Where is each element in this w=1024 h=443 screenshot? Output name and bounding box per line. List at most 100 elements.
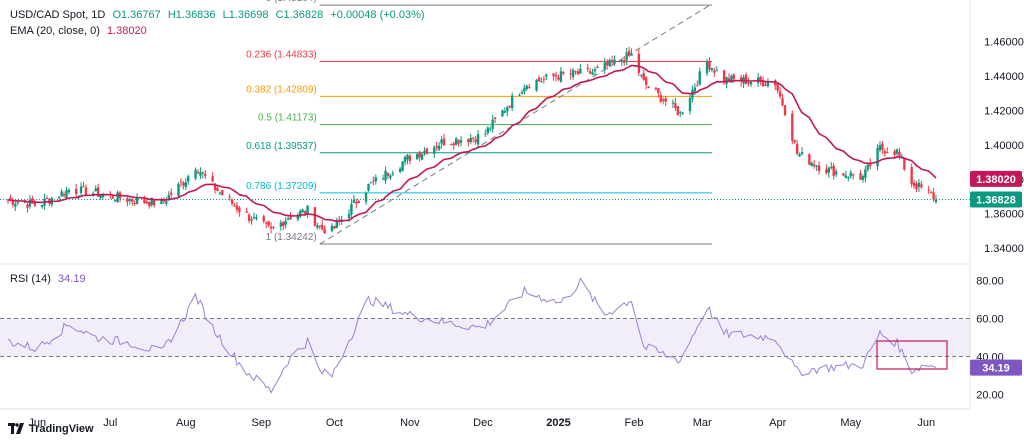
candle-body [145,201,149,204]
candle-body [623,60,626,63]
candle-body [303,211,307,214]
candle-body [148,202,151,207]
candle-body [523,87,526,92]
candle-body [525,85,528,90]
candle-body [644,77,648,85]
candle-body [832,165,835,176]
candle-body [221,189,224,196]
candle-body [262,216,265,222]
candle-body [170,192,173,195]
rsi-tick-label: 20.00 [976,390,1004,402]
symbol-header: USD/CAD Spot, 1D O1.36767 H1.36836 L1.36… [10,9,429,21]
price-tick-label: 1.36000 [984,209,1024,221]
fib-level-label: 0 (1.48104) [266,0,317,4]
rsi-tick-label: 60.00 [976,313,1004,325]
candle-body [705,61,709,74]
fib-level-label: 1 (1.34242) [266,232,317,243]
candle-body [808,154,811,165]
candle-body [671,102,675,104]
candle-body [489,128,492,130]
candle-body [603,62,606,70]
candle-body [518,94,521,96]
open-value: O1.36767 [112,9,161,21]
candle-body [610,60,614,63]
candle-body [588,71,592,74]
candle-body [696,85,699,87]
last-price-badge: 1.36828 [976,194,1016,206]
candle-body [26,204,29,208]
candle-body [898,151,901,156]
candle-body [503,111,507,113]
candle-body [9,197,12,200]
candle-body [491,119,494,129]
candle-body [810,162,813,167]
candle-body [199,172,202,176]
candle-body [625,52,628,61]
candle-body [160,199,163,205]
candle-body [196,171,200,174]
candle-body [177,183,180,197]
candle-body [252,217,256,219]
candle-body [798,154,801,157]
candle-body [416,154,419,160]
candle-body [272,227,275,229]
rsi-value: 34.19 [58,273,86,285]
candle-body [67,189,71,193]
candle-body [152,198,156,206]
candle-body [793,140,796,143]
high-value: H1.36836 [167,9,216,21]
candle-body [730,75,733,83]
candle-body [60,191,63,197]
candle-body [16,202,19,204]
candle-body [825,169,828,174]
candle-body [135,197,139,205]
candle-body [457,140,460,144]
candle-body [316,225,319,228]
candle-body [476,134,480,145]
candle-body [574,71,577,73]
candle-body [286,218,290,221]
candle-body [367,184,370,191]
candle-body [99,194,102,199]
price-tick-label: 1.34000 [984,243,1024,255]
candle-body [593,69,597,72]
candle-body [869,163,872,167]
candle-body [194,169,197,179]
candle-body [654,87,658,90]
candle-body [847,177,850,179]
candle-body [187,176,190,182]
candle-body [559,71,563,82]
low-value: L1.36698 [222,9,269,21]
candle-body [418,151,421,158]
rsi-highlight-box [876,340,948,370]
candle-body [895,149,899,154]
price-tick-label: 1.40000 [984,140,1024,152]
candle-body [384,170,387,181]
fib-level-label: 0.236 (1.44833) [246,49,317,60]
tradingview-footer[interactable]: TradingView [8,423,94,435]
candle-body [932,192,935,200]
candle-body [247,214,251,221]
ema-header: EMA (20, close, 0) 1.38020 [10,25,151,37]
candle-body [579,68,582,74]
candle-body [381,178,385,180]
fib-level-label: 0.618 (1.39537) [246,141,317,152]
candle-body [321,224,324,229]
candle-body [542,78,546,80]
candle-body [184,182,187,188]
candle-body [759,76,762,82]
candle-body [915,183,918,190]
candle-body [511,95,514,109]
time-tick-label: 2025 [546,417,570,429]
candle-body [11,200,15,205]
candle-body [545,74,548,77]
candle-body [235,205,239,210]
candle-body [766,82,770,87]
candle-body [528,87,531,89]
candle-body [591,72,594,75]
change-value: +0.00048 (+0.03%) [330,9,425,21]
candle-body [842,173,845,176]
candle-body [128,199,131,201]
candle-body [486,127,490,133]
candle-body [250,219,253,221]
